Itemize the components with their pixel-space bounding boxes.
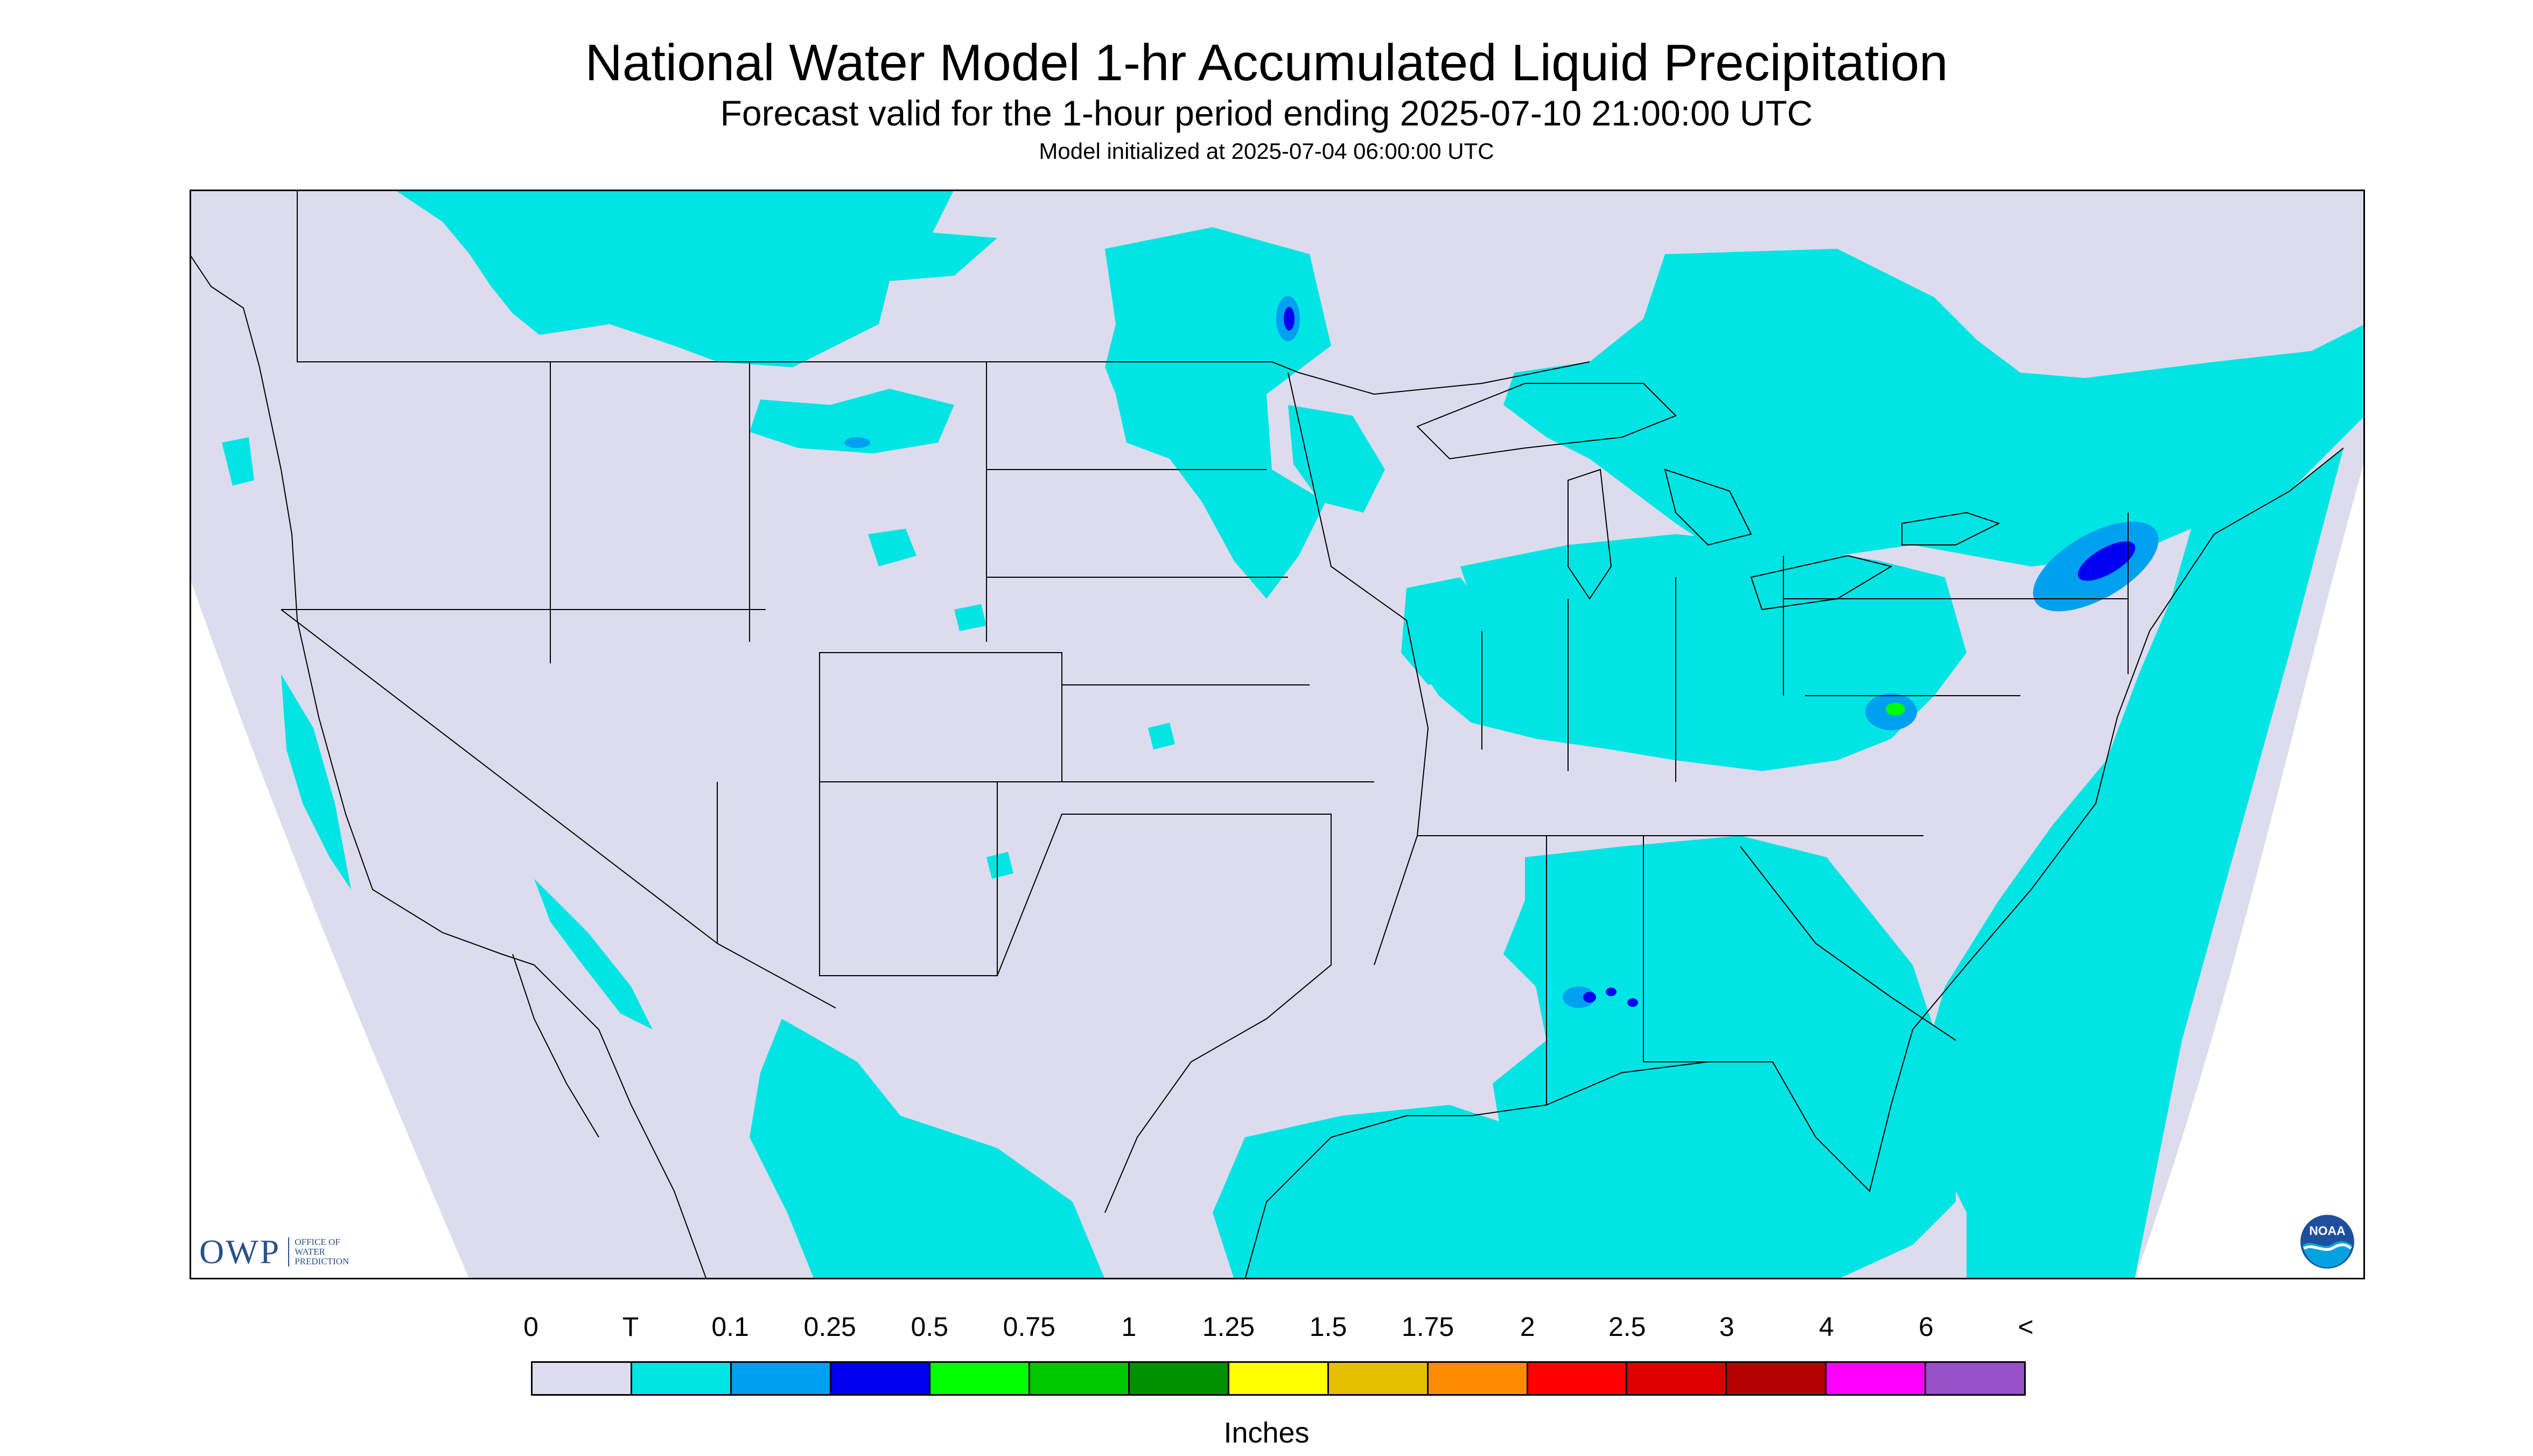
coastline-east: [1244, 447, 2344, 1279]
colorbar-label: 0: [523, 1312, 538, 1342]
precip-moderate-cell-gulf-b: [1606, 988, 1617, 996]
border-dakotas: [986, 469, 1288, 578]
colorbar-swatch: [1130, 1363, 1230, 1394]
colorbar-label: <: [2018, 1312, 2034, 1342]
colorbar-swatch: [1428, 1363, 1528, 1394]
precip-cell-texas: [1148, 723, 1175, 750]
noaa-logo-icon: NOAA: [2300, 1215, 2354, 1269]
colorbar-label: 4: [1818, 1312, 1834, 1342]
border-mississippi-river: [1288, 372, 1429, 965]
precip-cell-wyoming: [868, 529, 916, 566]
colorbar-label: 0.1: [711, 1312, 749, 1342]
border-arizona: [717, 782, 836, 1009]
precip-area-gulf: [1213, 1105, 1837, 1279]
colorbar-label: 0.25: [803, 1312, 856, 1342]
precip-area-midwest: [1417, 534, 1967, 771]
map-frame: [190, 190, 2365, 1279]
precip-moderate-cell-gulf-a: [1583, 992, 1596, 1003]
colorbar-swatch: [1229, 1363, 1329, 1394]
precip-area-pacific: [281, 674, 351, 890]
precip-light-cell-gulf: [1563, 986, 1595, 1008]
map-title: National Water Model 1-hr Accumulated Li…: [585, 34, 1948, 92]
border-nevada-california: [281, 609, 718, 944]
colorbar-swatch: [1926, 1363, 2024, 1394]
precip-colorbar: [531, 1361, 2026, 1396]
owp-logo-text: OFFICE OF WATER PREDICTION: [288, 1237, 349, 1266]
colorbar-label: 1.5: [1309, 1312, 1347, 1342]
heavy-precip-layer: [1886, 703, 1905, 716]
precip-moderate-cell-ontario: [1284, 307, 1295, 331]
border-great-lakes-states: [1481, 556, 1784, 782]
legend-units: Inches: [1223, 1417, 1310, 1449]
precip-area-canada-west: [394, 190, 997, 367]
precip-moderate-cell-gulf-c: [1627, 998, 1638, 1007]
noaa-logo-text: NOAA: [2309, 1224, 2345, 1238]
border-texas: [997, 814, 1332, 1213]
coastline-west: [190, 254, 535, 965]
owp-logo: OWP OFFICE OF WATER PREDICTION: [199, 1232, 349, 1272]
colorbar-label: 0.5: [911, 1312, 949, 1342]
colorbar-label: 2.5: [1608, 1312, 1646, 1342]
border-southeast-states: [1417, 835, 1956, 1105]
precip-area-dakota-north: [1105, 227, 1331, 599]
precip-area-montana: [750, 389, 954, 453]
colorbar-swatch: [831, 1363, 931, 1394]
precip-heavy-cell-virginia: [1886, 703, 1905, 716]
colorbar-label: 1.25: [1202, 1312, 1255, 1342]
lake-ontario: [1901, 512, 2000, 545]
state-borders: [190, 190, 2344, 1279]
colorbar-swatch: [632, 1363, 732, 1394]
colorbar-label: 6: [1919, 1312, 1934, 1342]
forecast-valid-subtitle: Forecast valid for the 1-hour period end…: [720, 93, 1813, 133]
moderate-precip-layer: [1284, 307, 2136, 1007]
model-init-time: Model initialized at 2025-07-04 06:00:00…: [1039, 138, 1494, 164]
colorbar-label: T: [622, 1312, 639, 1342]
colorbar-swatch: [731, 1363, 831, 1394]
colorbar-swatch: [930, 1363, 1031, 1394]
coastline-mexico-pacific: [534, 964, 707, 1279]
precipitation-map: OWP OFFICE OF WATER PREDICTION NOAA: [190, 190, 2365, 1279]
precip-light-cell-montana: [844, 437, 870, 448]
precip-cell-california: [222, 437, 254, 486]
precip-area-baja: [534, 879, 653, 1030]
precip-area-mexico: [750, 1019, 1105, 1279]
colorbar-label: 0.75: [1003, 1312, 1055, 1342]
great-lakes-outline: [1416, 383, 1893, 611]
colorbar-swatch: [1030, 1363, 1130, 1394]
precip-area-minnesota: [1288, 405, 1385, 513]
precip-cell-new-mexico: [986, 852, 1013, 879]
owp-logo-abbrev: OWP: [199, 1233, 281, 1271]
us-canada-border: [297, 190, 1590, 395]
colorbar-swatch: [1328, 1363, 1429, 1394]
baja-peninsula: [512, 954, 599, 1138]
precip-area-atlantic: [1923, 448, 2343, 1279]
precip-moderate-cell-newyork: [2077, 541, 2136, 581]
colorbar-swatch: [1827, 1363, 1927, 1394]
trace-precip-layer: [222, 190, 2365, 1279]
colorbar-swatch: [1627, 1363, 1727, 1394]
border-northeast: [1783, 513, 2129, 696]
precip-cell-colorado: [954, 604, 986, 631]
colorbar-label: 2: [1520, 1312, 1535, 1342]
colorbar-swatch: [1528, 1363, 1628, 1394]
precip-area-iowa: [1401, 577, 1493, 685]
border-new-mexico: [819, 782, 998, 976]
colorbar-label: 1: [1121, 1312, 1137, 1342]
colorbar-swatch: [1727, 1363, 1827, 1394]
colorbar-swatch: [533, 1363, 632, 1394]
colorbar-label: 1.75: [1401, 1312, 1454, 1342]
colorbar-label: 3: [1719, 1312, 1734, 1342]
